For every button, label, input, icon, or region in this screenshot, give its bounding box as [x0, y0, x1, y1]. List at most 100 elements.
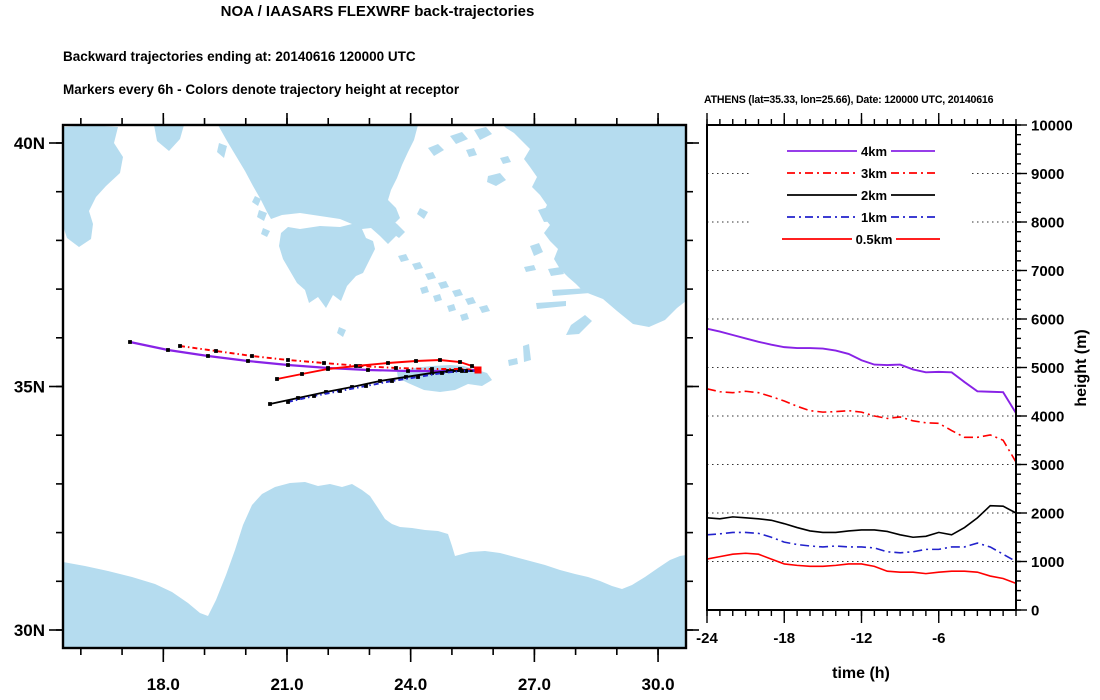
- trajectory-marker: [178, 344, 182, 348]
- chart-y-label: 5000: [1031, 360, 1064, 377]
- coastline: [357, 196, 405, 238]
- coastline: [465, 297, 476, 305]
- legend-row-2km: 2km: [750, 184, 972, 206]
- chart-y-label: 6000: [1031, 312, 1064, 329]
- coastline: [425, 272, 436, 280]
- map-lon-label: 21.0: [270, 675, 303, 694]
- trajectory-marker: [286, 363, 290, 367]
- chart-y-label: 2000: [1031, 506, 1064, 523]
- legend-label: 2km: [860, 187, 888, 203]
- trajectory-markers-0.5km: [275, 358, 474, 381]
- coastline: [503, 125, 686, 327]
- trajectory-marker: [214, 349, 218, 353]
- trajectory-marker: [250, 354, 254, 358]
- map-lon-label: 30.0: [642, 675, 675, 694]
- legend-row-3km: 3km: [750, 162, 972, 184]
- map-lat-label: 30N: [14, 621, 45, 640]
- trajectory-marker: [300, 372, 304, 376]
- coastline: [474, 127, 492, 140]
- coastline: [438, 281, 449, 289]
- trajectory-marker: [364, 384, 368, 388]
- coastline: [412, 262, 423, 270]
- legend-line-2km: [891, 194, 936, 196]
- receptor-marker: [474, 366, 482, 374]
- trajectory-marker: [430, 371, 434, 375]
- chart-title: ATHENS (lat=35.33, lon=25.66), Date: 120…: [704, 94, 994, 106]
- trajectory-marker: [275, 377, 279, 381]
- coastline: [487, 173, 506, 186]
- trajectory-marker: [268, 402, 272, 406]
- map-trajectory-3km: [179, 345, 479, 371]
- map-lon-label: 18.0: [147, 675, 180, 694]
- trajectory-marker: [406, 369, 410, 373]
- main-title: NOA / IAASARS FLEXWRF back-trajectories: [220, 3, 535, 20]
- legend-line-2km: [786, 194, 857, 196]
- legend-line-4km: [891, 150, 936, 152]
- trajectory-marker: [378, 379, 382, 383]
- chart-x-label: -6: [932, 630, 945, 647]
- series-line-1km: [706, 531, 1017, 563]
- trajectory-marker: [386, 361, 390, 365]
- legend-line-3km: [786, 172, 857, 174]
- coastline: [218, 125, 418, 308]
- legend-line-3km: [891, 172, 936, 174]
- coastline: [500, 156, 511, 164]
- coastline: [530, 243, 543, 256]
- x-axis-title: time (h): [832, 665, 890, 682]
- coastline: [452, 289, 463, 297]
- map-lat-label: 40N: [14, 134, 45, 153]
- coastline: [466, 148, 477, 157]
- legend-row-1km: 1km: [750, 206, 972, 228]
- map-land: [63, 125, 686, 648]
- map-lon-label: 24.0: [394, 675, 427, 694]
- coastline: [552, 288, 590, 296]
- chart-x-label: -12: [851, 630, 873, 647]
- coastline: [337, 327, 346, 337]
- trajectory-marker: [458, 367, 462, 371]
- coastline: [433, 294, 442, 302]
- trajectory-marker: [338, 389, 342, 393]
- legend-line-1km: [786, 216, 857, 218]
- chart-y-label: 9000: [1031, 166, 1064, 183]
- y-axis-title: height (m): [1073, 329, 1090, 406]
- map-trajectories: [128, 340, 479, 406]
- chart-y-label: 3000: [1031, 457, 1064, 474]
- trajectory-marker: [430, 367, 434, 371]
- trajectory-marker: [470, 364, 474, 368]
- coastline: [523, 344, 531, 362]
- coastline: [154, 125, 184, 151]
- coastline: [417, 208, 428, 219]
- trajectory-marker: [416, 375, 420, 379]
- chart-y-label: 8000: [1031, 215, 1064, 232]
- chart-y-label: 10000: [1031, 118, 1073, 135]
- chart-y-label: 0: [1031, 603, 1039, 620]
- coastline: [420, 286, 429, 294]
- trajectory-marker: [322, 361, 326, 365]
- legend-label: 3km: [860, 165, 888, 181]
- trajectory-marker: [128, 340, 132, 344]
- coastline: [63, 482, 686, 648]
- trajectory-marker: [394, 366, 398, 370]
- legend-line-4km: [786, 150, 857, 152]
- map-lon-label: 27.0: [518, 675, 551, 694]
- coastline: [252, 196, 261, 206]
- trajectory-marker: [166, 348, 170, 352]
- trajectory-marker: [438, 358, 442, 362]
- legend-line-0.5km: [896, 238, 941, 240]
- chart-y-label: 1000: [1031, 554, 1064, 571]
- series-line-4km: [706, 327, 1017, 414]
- trajectory-marker: [414, 359, 418, 363]
- coastline: [460, 313, 469, 321]
- legend-label: 1km: [860, 209, 888, 225]
- coastline: [428, 144, 444, 156]
- trajectory-marker: [366, 368, 370, 372]
- legend-line-1km: [891, 216, 936, 218]
- subtitle-markers: Markers every 6h - Colors denote traject…: [63, 82, 460, 97]
- map-lat-label: 35N: [14, 378, 45, 397]
- map-trajectory-4km: [129, 340, 479, 373]
- trajectory-marker: [458, 360, 462, 364]
- coastline: [217, 143, 227, 158]
- trajectory-marker: [440, 371, 444, 375]
- trajectory-marker: [354, 364, 358, 368]
